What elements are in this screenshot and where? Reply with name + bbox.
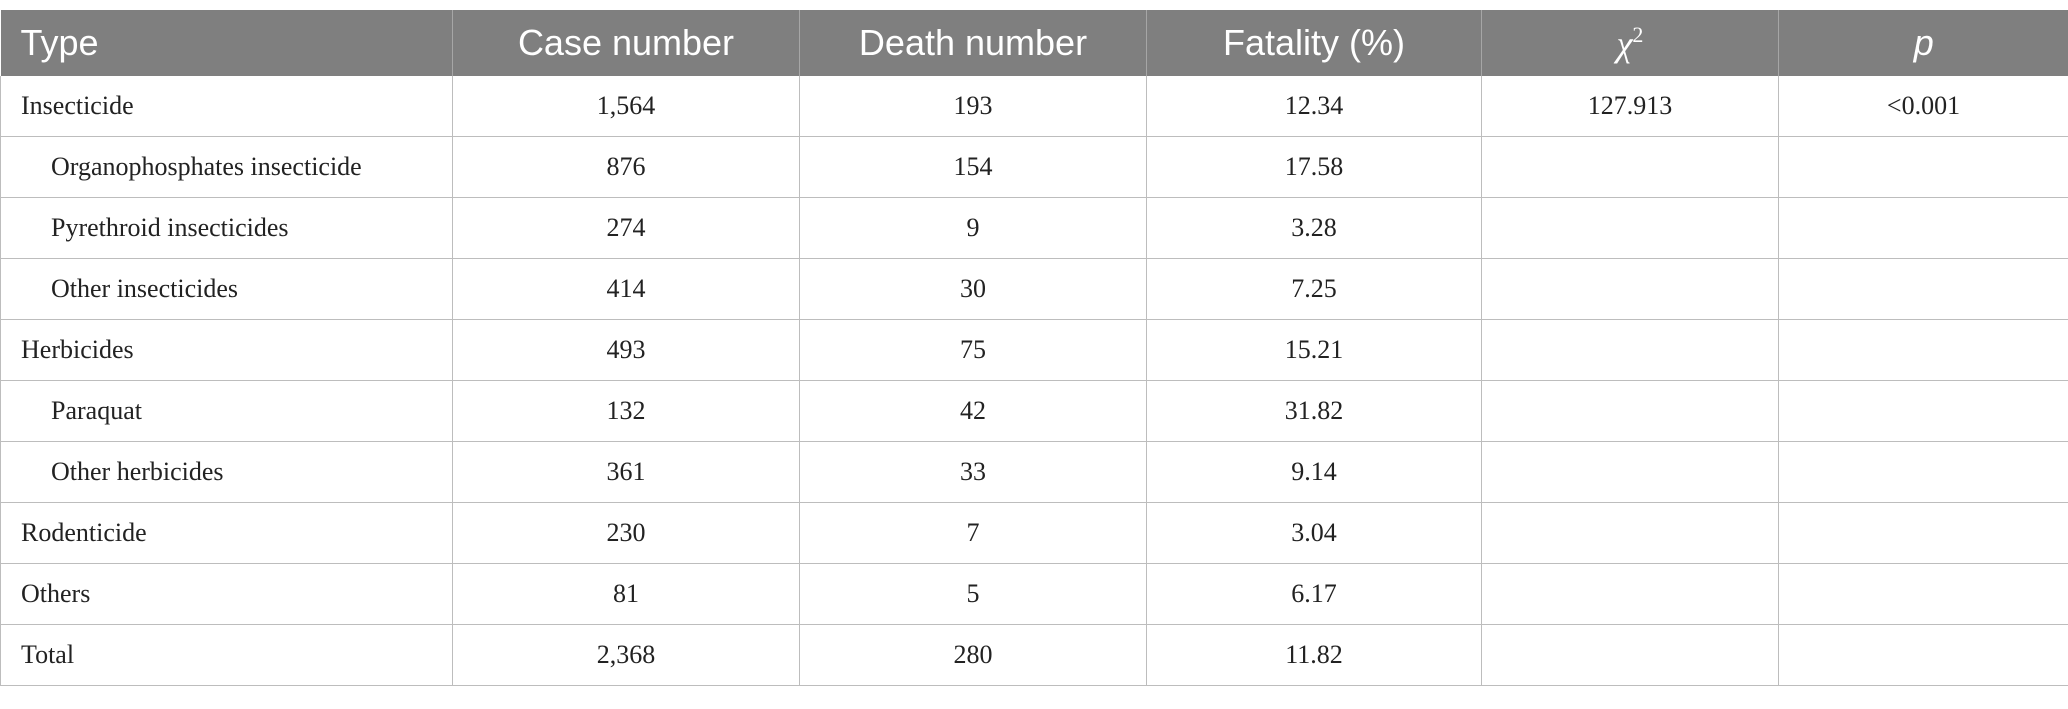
cell-chi-square	[1481, 258, 1779, 320]
cell-death-number: 30	[799, 258, 1147, 320]
cell-fatality: 31.82	[1146, 380, 1482, 442]
header-p-value: p	[1778, 10, 2068, 76]
cell-fatality: 15.21	[1146, 319, 1482, 381]
cell-type: Pyrethroid insecticides	[0, 197, 453, 259]
chi-superscript: 2	[1632, 21, 1644, 47]
cell-type: Other insecticides	[0, 258, 453, 320]
cell-case-number: 132	[452, 380, 800, 442]
table-row: Paraquat 132 42 31.82	[0, 380, 2068, 442]
cell-case-number: 274	[452, 197, 800, 259]
table-row: Others 81 5 6.17	[0, 563, 2068, 625]
cell-fatality: 3.04	[1146, 502, 1482, 564]
pesticide-fatality-table: Type Case number Death number Fatality (…	[0, 10, 2068, 686]
cell-fatality: 11.82	[1146, 624, 1482, 686]
cell-chi-square	[1481, 441, 1779, 503]
cell-fatality: 12.34	[1146, 76, 1482, 137]
cell-death-number: 33	[799, 441, 1147, 503]
cell-p-value	[1778, 380, 2068, 442]
cell-p-value	[1778, 136, 2068, 198]
header-chi-square: χ2	[1481, 10, 1779, 76]
cell-death-number: 154	[799, 136, 1147, 198]
cell-case-number: 2,368	[452, 624, 800, 686]
table-row: Organophosphates insecticide 876 154 17.58	[0, 136, 2068, 198]
cell-chi-square	[1481, 624, 1779, 686]
cell-p-value	[1778, 319, 2068, 381]
cell-fatality: 6.17	[1146, 563, 1482, 625]
header-death-number: Death number	[799, 10, 1147, 76]
p-symbol: p	[1913, 22, 1934, 63]
cell-p-value	[1778, 197, 2068, 259]
cell-case-number: 876	[452, 136, 800, 198]
cell-death-number: 5	[799, 563, 1147, 625]
cell-chi-square	[1481, 380, 1779, 442]
cell-case-number: 230	[452, 502, 800, 564]
cell-fatality: 3.28	[1146, 197, 1482, 259]
chi-symbol: χ	[1616, 23, 1633, 64]
cell-chi-square	[1481, 197, 1779, 259]
table-row: Other insecticides 414 30 7.25	[0, 258, 2068, 320]
table-row: Insecticide 1,564 193 12.34 127.913 <0.001	[0, 76, 2068, 137]
cell-p-value: <0.001	[1778, 76, 2068, 137]
table-header: Type Case number Death number Fatality (…	[0, 10, 2068, 76]
cell-death-number: 9	[799, 197, 1147, 259]
cell-case-number: 81	[452, 563, 800, 625]
cell-death-number: 42	[799, 380, 1147, 442]
cell-p-value	[1778, 624, 2068, 686]
cell-type: Total	[0, 624, 453, 686]
table-body: Insecticide 1,564 193 12.34 127.913 <0.001 Org…	[0, 76, 2068, 686]
cell-death-number: 7	[799, 502, 1147, 564]
cell-p-value	[1778, 441, 2068, 503]
cell-case-number: 361	[452, 441, 800, 503]
cell-chi-square	[1481, 319, 1779, 381]
cell-type: Others	[0, 563, 453, 625]
cell-death-number: 193	[799, 76, 1147, 137]
header-row: Type Case number Death number Fatality (…	[0, 10, 2068, 76]
table-row: Pyrethroid insecticides 274 9 3.28	[0, 197, 2068, 259]
table-row: Total 2,368 280 11.82	[0, 624, 2068, 686]
header-type: Type	[0, 10, 453, 76]
cell-fatality: 9.14	[1146, 441, 1482, 503]
fatality-table-container: Type Case number Death number Fatality (…	[0, 10, 2068, 686]
cell-p-value	[1778, 502, 2068, 564]
cell-fatality: 17.58	[1146, 136, 1482, 198]
cell-type: Herbicides	[0, 319, 453, 381]
table-row: Other herbicides 361 33 9.14	[0, 441, 2068, 503]
cell-chi-square	[1481, 563, 1779, 625]
cell-type: Other herbicides	[0, 441, 453, 503]
cell-type: Paraquat	[0, 380, 453, 442]
cell-chi-square: 127.913	[1481, 76, 1779, 137]
cell-type: Organophosphates insecticide	[0, 136, 453, 198]
cell-type: Rodenticide	[0, 502, 453, 564]
table-row: Herbicides 493 75 15.21	[0, 319, 2068, 381]
cell-p-value	[1778, 258, 2068, 320]
cell-death-number: 75	[799, 319, 1147, 381]
table-row: Rodenticide 230 7 3.04	[0, 502, 2068, 564]
cell-chi-square	[1481, 502, 1779, 564]
cell-fatality: 7.25	[1146, 258, 1482, 320]
cell-case-number: 414	[452, 258, 800, 320]
cell-case-number: 1,564	[452, 76, 800, 137]
header-fatality: Fatality (%)	[1146, 10, 1482, 76]
cell-p-value	[1778, 563, 2068, 625]
cell-type: Insecticide	[0, 76, 453, 137]
cell-case-number: 493	[452, 319, 800, 381]
header-case-number: Case number	[452, 10, 800, 76]
cell-chi-square	[1481, 136, 1779, 198]
cell-death-number: 280	[799, 624, 1147, 686]
